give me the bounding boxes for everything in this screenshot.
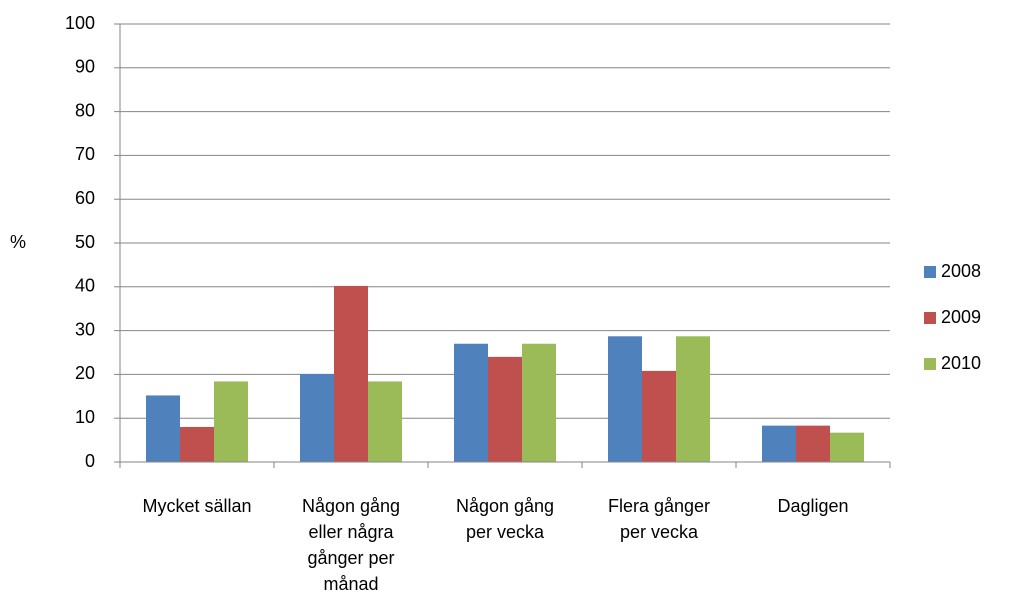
bar [334, 285, 368, 462]
legend-label: 2010 [941, 353, 981, 373]
x-tick-label: Någon gång eller några gånger per månad [301, 496, 401, 594]
y-tick-label: 50 [75, 232, 95, 252]
y-tick-label: 20 [75, 363, 95, 383]
legend-label: 2008 [941, 261, 981, 281]
bar [454, 343, 488, 462]
legend-swatch [924, 312, 936, 324]
bar [214, 381, 248, 462]
y-tick-label: 90 [75, 57, 95, 77]
bar [762, 425, 796, 462]
y-tick-label: 60 [75, 188, 95, 208]
bar [146, 395, 180, 462]
y-tick-label: 10 [75, 407, 95, 427]
bar [368, 381, 402, 462]
bar [488, 356, 522, 462]
bar [180, 426, 214, 462]
bar [796, 425, 830, 462]
bar [522, 343, 556, 462]
y-tick-label: 40 [75, 276, 95, 296]
bar [642, 370, 676, 462]
bar [608, 336, 642, 462]
y-tick-label: 30 [75, 319, 95, 339]
x-tick-label: Någon gång per vecka [455, 496, 555, 542]
bar [830, 432, 864, 462]
bar [300, 373, 334, 462]
bar [676, 336, 710, 462]
x-tick-label: Dagligen [777, 496, 849, 516]
legend-label: 2009 [941, 307, 981, 327]
legend-swatch [924, 358, 936, 370]
y-tick-label: 100 [65, 13, 95, 33]
y-tick-label: 80 [75, 100, 95, 120]
y-tick-label: 0 [85, 451, 95, 471]
y-tick-label: 70 [75, 144, 95, 164]
y-axis-label: % [10, 232, 26, 252]
x-tick-label: Flera gånger per vecka [607, 496, 711, 542]
legend-swatch [924, 266, 936, 278]
x-tick-label: Mycket sällan [142, 496, 252, 516]
